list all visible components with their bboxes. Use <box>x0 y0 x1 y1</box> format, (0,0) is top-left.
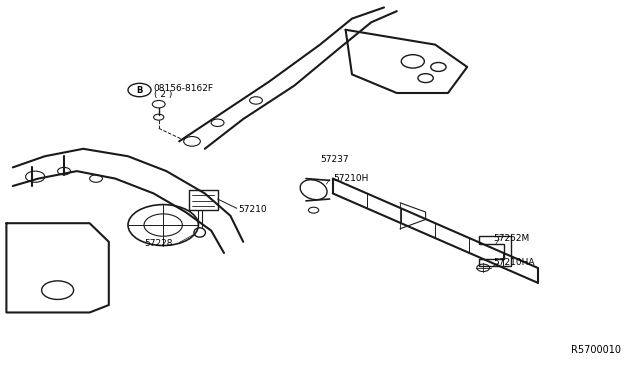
Bar <box>189 190 218 210</box>
Text: 57210H: 57210H <box>333 174 368 183</box>
Text: 57252M: 57252M <box>493 234 529 243</box>
Text: 57237: 57237 <box>320 155 349 164</box>
Text: B: B <box>136 86 143 94</box>
Text: 57210: 57210 <box>238 205 267 214</box>
Text: ( 2 ): ( 2 ) <box>154 90 172 99</box>
Text: 57210HA: 57210HA <box>493 258 534 267</box>
Text: 08156-8162F: 08156-8162F <box>154 84 214 93</box>
Text: R5700010: R5700010 <box>571 345 621 355</box>
Text: 57228: 57228 <box>144 239 173 248</box>
